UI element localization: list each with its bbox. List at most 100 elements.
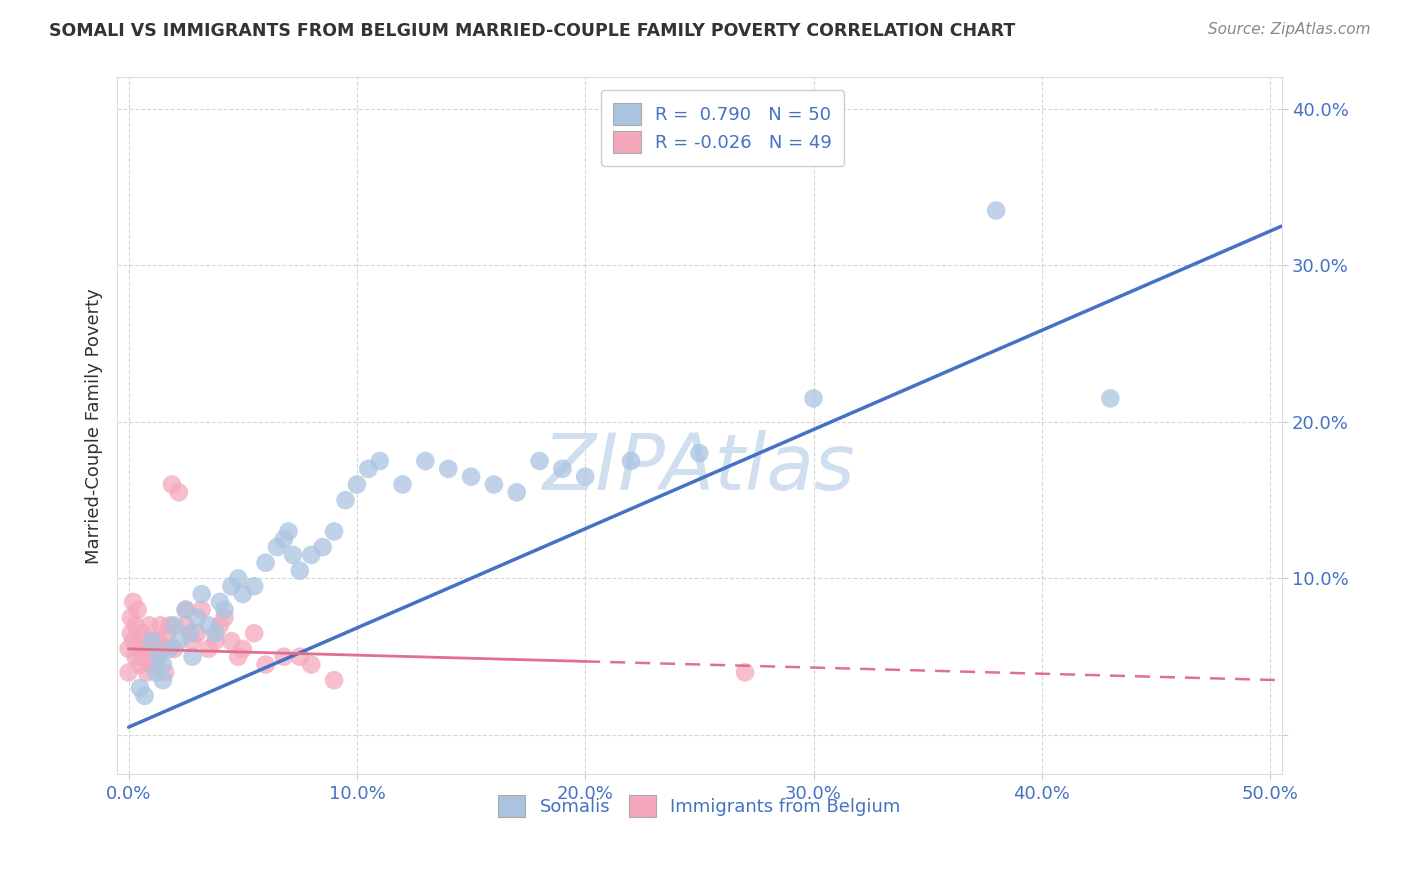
Point [204,626,226,640]
Point [152,673,174,688]
Point [179,626,201,640]
Point [204,634,226,648]
Point [141,634,163,648]
Point [214,610,236,624]
Point [124,618,146,632]
Point [186,626,208,640]
Point [138,618,160,632]
Point [135,665,157,680]
Point [620,454,643,468]
Point [277,524,299,539]
Point [174,603,197,617]
Point [273,649,295,664]
Point [134,689,156,703]
Point [208,595,231,609]
Point [117,641,139,656]
Point [159,618,181,632]
Point [145,649,167,664]
Point [156,626,179,640]
Y-axis label: Married-Couple Family Poverty: Married-Couple Family Poverty [86,288,103,564]
Point [135,641,157,656]
Point [131,626,153,640]
Point [299,657,322,672]
Point [186,610,208,624]
Point [153,665,176,680]
Point [529,454,551,468]
Point [181,634,204,648]
Point [120,610,142,624]
Text: SOMALI VS IMMIGRANTS FROM BELGIUM MARRIED-COUPLE FAMILY POVERTY CORRELATION CHAR: SOMALI VS IMMIGRANTS FROM BELGIUM MARRIE… [49,22,1015,40]
Point [167,485,190,500]
Point [208,618,231,632]
Point [986,203,1008,218]
Point [131,649,153,664]
Point [197,618,219,632]
Point [323,524,346,539]
Point [335,493,357,508]
Point [163,641,186,656]
Point [232,641,254,656]
Point [688,446,710,460]
Point [148,649,170,664]
Point [197,641,219,656]
Point [281,548,304,562]
Point [163,618,186,632]
Point [415,454,437,468]
Point [254,657,277,672]
Point [368,454,391,468]
Point [148,634,170,648]
Point [142,641,165,656]
Point [159,641,181,656]
Point [273,533,295,547]
Point [311,540,333,554]
Point [149,618,172,632]
Point [254,556,277,570]
Point [152,657,174,672]
Point [221,579,243,593]
Point [122,595,145,609]
Point [122,634,145,648]
Point [506,485,529,500]
Point [346,477,368,491]
Point [323,673,346,688]
Point [141,634,163,648]
Text: Source: ZipAtlas.com: Source: ZipAtlas.com [1208,22,1371,37]
Point [160,477,183,491]
Point [174,618,197,632]
Point [391,477,413,491]
Point [190,603,212,617]
Point [437,462,460,476]
Point [181,649,204,664]
Point [124,649,146,664]
Point [174,603,197,617]
Point [226,649,249,664]
Point [226,571,249,585]
Point [288,564,311,578]
Point [127,603,149,617]
Point [243,579,266,593]
Point [117,665,139,680]
Point [134,634,156,648]
Point [266,540,288,554]
Point [120,626,142,640]
Point [803,392,825,406]
Point [243,626,266,640]
Point [357,462,380,476]
Point [482,477,505,491]
Point [129,681,152,695]
Point [574,469,596,483]
Point [152,641,174,656]
Point [1099,392,1122,406]
Point [460,469,482,483]
Point [288,649,311,664]
Point [129,657,152,672]
Point [221,634,243,648]
Point [167,634,190,648]
Point [551,462,574,476]
Text: ZIPAtlas: ZIPAtlas [543,430,856,506]
Point [141,657,163,672]
Point [734,665,756,680]
Point [129,641,152,656]
Point [232,587,254,601]
Point [145,665,167,680]
